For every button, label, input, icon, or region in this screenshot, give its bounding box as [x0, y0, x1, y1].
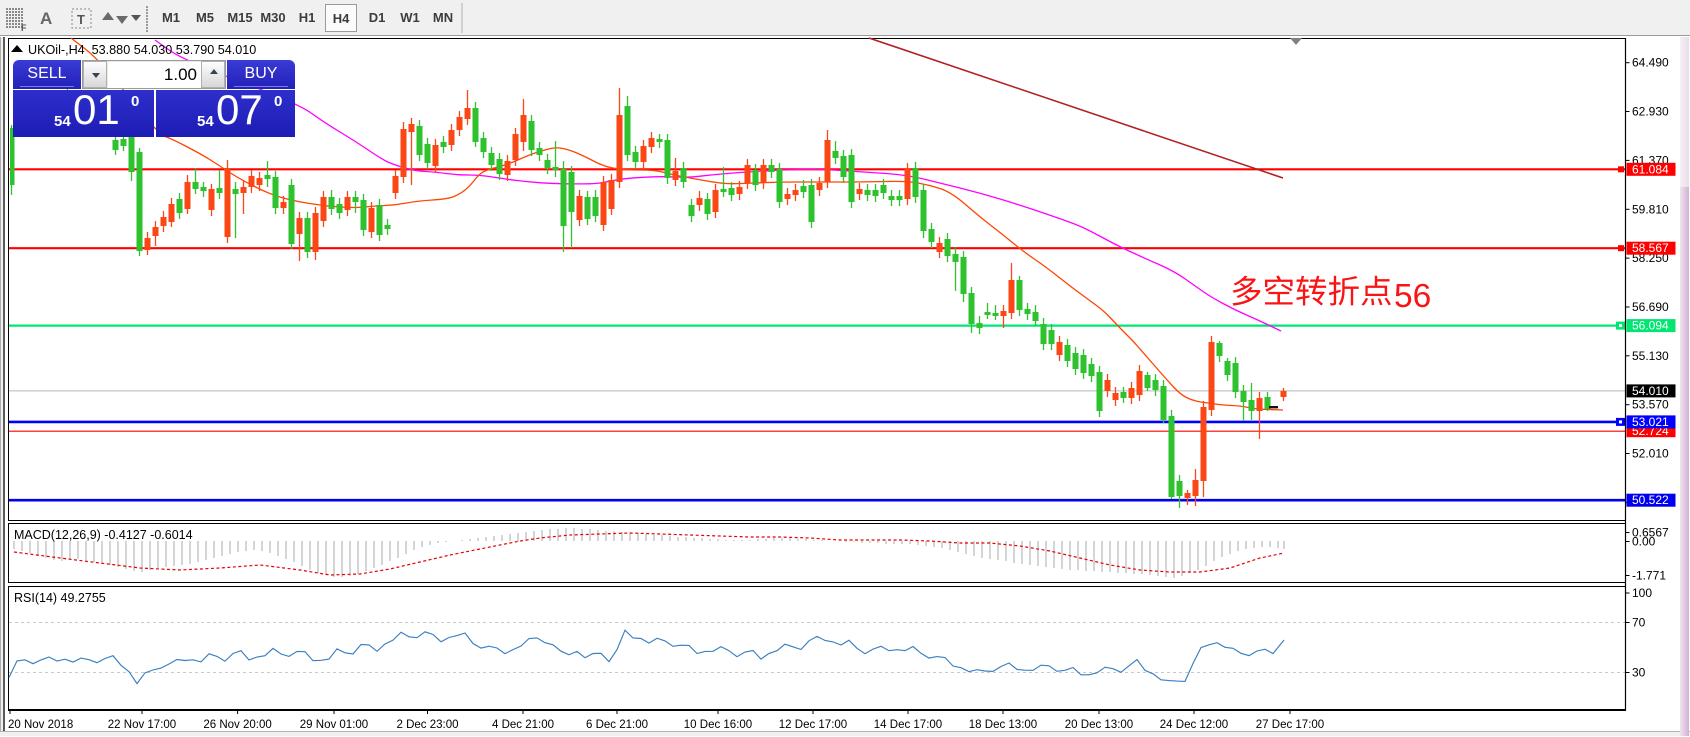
svg-text:22 Nov 17:00: 22 Nov 17:00	[108, 719, 176, 731]
svg-text:F: F	[21, 23, 27, 33]
svg-text:2 Dec 23:00: 2 Dec 23:00	[396, 719, 458, 731]
svg-text:29 Nov 01:00: 29 Nov 01:00	[300, 719, 368, 731]
svg-text:56.094: 56.094	[1632, 319, 1669, 333]
svg-text:59.810: 59.810	[1632, 202, 1669, 216]
svg-text:58.567: 58.567	[1632, 241, 1669, 255]
svg-text:12 Dec 17:00: 12 Dec 17:00	[779, 719, 847, 731]
svg-text:0.00: 0.00	[1632, 535, 1656, 549]
svg-text:62.930: 62.930	[1632, 105, 1669, 119]
svg-text:56: 56	[1394, 278, 1431, 315]
svg-text:T: T	[77, 12, 85, 27]
svg-text:0.6567: 0.6567	[1632, 526, 1669, 540]
svg-text:10 Dec 16:00: 10 Dec 16:00	[684, 719, 752, 731]
svg-text:52.010: 52.010	[1632, 447, 1669, 461]
svg-text:70: 70	[1632, 616, 1646, 630]
svg-text:A: A	[40, 9, 52, 28]
svg-text:50.522: 50.522	[1632, 493, 1669, 507]
svg-text:30: 30	[1632, 666, 1646, 680]
svg-text:4 Dec 21:00: 4 Dec 21:00	[492, 719, 554, 731]
svg-text:RSI(14) 49.2755: RSI(14) 49.2755	[14, 591, 106, 605]
svg-text:6 Dec 21:00: 6 Dec 21:00	[586, 719, 648, 731]
svg-text:24 Dec 12:00: 24 Dec 12:00	[1160, 719, 1228, 731]
svg-text:64.490: 64.490	[1632, 56, 1669, 70]
svg-text:61.084: 61.084	[1632, 162, 1669, 176]
svg-text:20 Nov 2018: 20 Nov 2018	[8, 719, 73, 731]
svg-text:100: 100	[1632, 586, 1652, 600]
svg-text:18 Dec 13:00: 18 Dec 13:00	[969, 719, 1037, 731]
svg-text:53.021: 53.021	[1632, 415, 1669, 429]
svg-text:-1.771: -1.771	[1632, 569, 1666, 583]
svg-text:26 Nov 20:00: 26 Nov 20:00	[203, 719, 271, 731]
svg-text:54.010: 54.010	[1632, 384, 1669, 398]
svg-text:55.130: 55.130	[1632, 349, 1669, 363]
svg-text:UKOil-,H4 53.880 54.030 53.79: UKOil-,H4 53.880 54.030 53.790 54.010	[28, 43, 256, 57]
svg-text:20 Dec 13:00: 20 Dec 13:00	[1065, 719, 1133, 731]
svg-text:MACD(12,26,9) -0.4127 -0.6014: MACD(12,26,9) -0.4127 -0.6014	[14, 528, 193, 542]
svg-text:56.690: 56.690	[1632, 300, 1669, 314]
svg-text:53.570: 53.570	[1632, 398, 1669, 412]
svg-text:14 Dec 17:00: 14 Dec 17:00	[874, 719, 942, 731]
svg-text:27 Dec 17:00: 27 Dec 17:00	[1256, 719, 1324, 731]
